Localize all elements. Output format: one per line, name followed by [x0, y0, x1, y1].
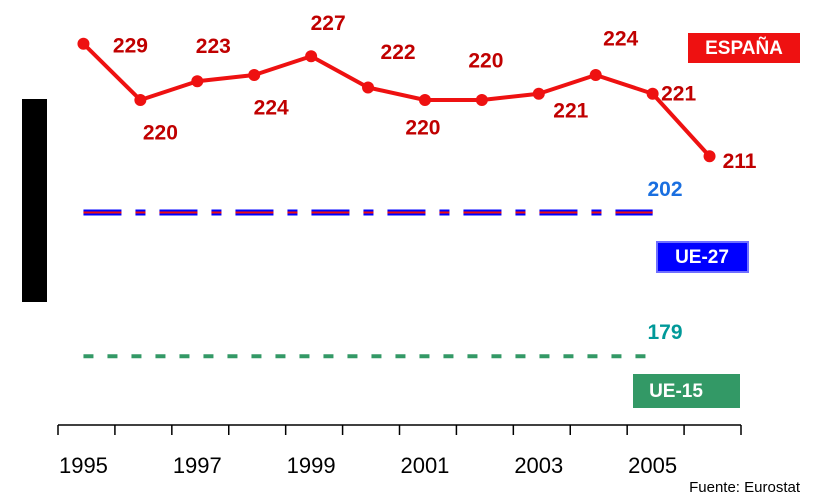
legend-label: UE-27	[675, 247, 729, 268]
legend-box	[633, 374, 740, 408]
data-label: 229	[113, 34, 148, 57]
data-label: 222	[381, 41, 416, 64]
line	[82, 42, 712, 158]
point	[305, 50, 318, 63]
x-tick-label: 1997	[173, 453, 222, 478]
data-label: 220	[405, 117, 440, 140]
data-label: 220	[143, 122, 178, 145]
x-tick-label: 2005	[628, 453, 677, 478]
side-bar	[22, 99, 47, 302]
x-tick-label: 2001	[400, 453, 449, 478]
x-tick-label: 2003	[514, 453, 563, 478]
point	[589, 69, 602, 81]
point	[418, 94, 431, 106]
point	[703, 150, 716, 163]
legend-box	[656, 241, 749, 273]
data-label: 179	[647, 321, 682, 344]
data-label: 221	[661, 82, 696, 105]
data-label: 211	[723, 150, 757, 173]
point	[191, 75, 204, 88]
x-tick-label: 1999	[287, 453, 336, 478]
legend-label: ESPAÑA	[705, 37, 783, 59]
legend-box	[688, 33, 800, 63]
data-label: 221	[553, 99, 588, 122]
point	[248, 69, 261, 81]
source: Fuente: Eurostat	[689, 479, 801, 496]
point	[134, 94, 147, 106]
point	[475, 94, 488, 106]
point	[532, 87, 545, 100]
data-label: 224	[603, 28, 638, 51]
point	[646, 87, 659, 100]
data-label: 220	[468, 50, 503, 73]
point	[362, 81, 375, 94]
data-label: 202	[647, 178, 682, 201]
x-tick-label: 1995	[59, 453, 108, 478]
data-label: 227	[311, 12, 346, 35]
legend-label: UE-15	[649, 381, 703, 402]
point	[77, 37, 90, 50]
data-label: 223	[196, 35, 231, 58]
data-label: 224	[254, 97, 289, 120]
